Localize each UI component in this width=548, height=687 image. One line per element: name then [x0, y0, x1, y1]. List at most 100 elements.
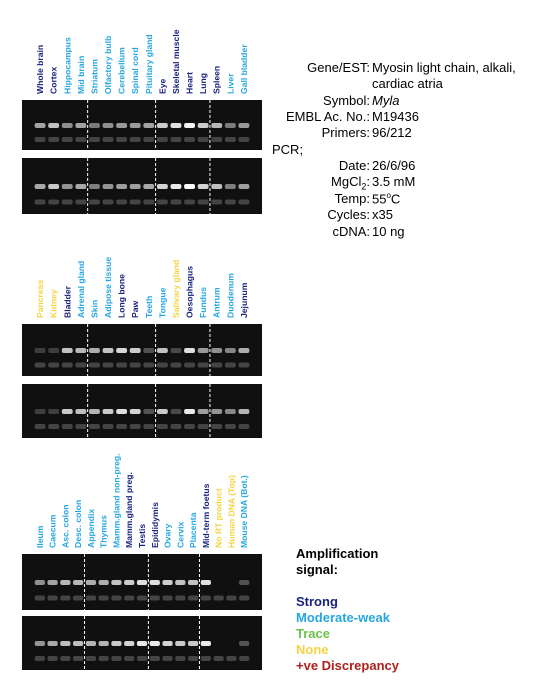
- symbol-value: Myla: [372, 93, 400, 108]
- lane-smear: [73, 655, 84, 661]
- legend-none: None: [296, 642, 329, 657]
- lane-band: [162, 580, 173, 585]
- lane-label: Placenta: [188, 512, 198, 548]
- lane-smear: [200, 655, 211, 661]
- lane-band: [224, 409, 236, 414]
- lane-band: [73, 641, 84, 646]
- lane-band: [73, 580, 84, 585]
- lane-smear: [89, 137, 100, 142]
- lane-smear: [47, 595, 58, 601]
- legend-strong: Strong: [296, 594, 338, 609]
- lane-band: [238, 409, 250, 414]
- lane-label: Spleen: [212, 66, 222, 94]
- date-value: 26/6/96: [372, 158, 416, 173]
- lane-smear: [129, 199, 141, 205]
- lane-smear: [156, 199, 168, 205]
- lane-smear: [47, 655, 58, 661]
- lane-smear: [143, 199, 155, 205]
- lane-label: Adipose tissue: [103, 257, 113, 318]
- lane-band: [239, 641, 250, 646]
- legend-moderate: Moderate-weak: [296, 610, 390, 625]
- temp-label: Temp:: [334, 191, 370, 206]
- lane-smear: [34, 595, 45, 601]
- lane-band: [124, 641, 135, 646]
- lane-band: [184, 348, 195, 353]
- lane-smear: [61, 199, 73, 205]
- lane-band: [129, 409, 141, 414]
- lane-band: [143, 348, 155, 353]
- lane-smear: [85, 655, 97, 661]
- lane-smear: [136, 655, 148, 661]
- lane-label: Jejunum: [239, 282, 249, 318]
- lane-label: Testis: [137, 524, 147, 548]
- embl-label: EMBL Ac. No.:: [285, 109, 370, 124]
- lane-label: Gall bladder: [239, 44, 249, 94]
- lane-smear: [129, 137, 141, 142]
- lane-band: [211, 184, 223, 189]
- lane-label: Asc. colon: [60, 505, 70, 548]
- lane-band: [34, 641, 45, 646]
- lane-band: [187, 580, 199, 585]
- lane-smear: [60, 655, 71, 661]
- lane-smear: [143, 137, 155, 142]
- lane-smear: [48, 423, 60, 429]
- mgcl-value: 3.5 mM: [372, 174, 416, 189]
- lane-smear: [211, 137, 223, 142]
- lane-band: [197, 184, 209, 189]
- lane-band: [102, 409, 114, 414]
- lane-band: [162, 641, 173, 646]
- lane-smear: [226, 655, 237, 661]
- lane-band: [200, 580, 211, 585]
- lane-label: Mid-term foetus: [201, 483, 211, 548]
- lane-band: [136, 580, 148, 585]
- lane-label: Eye: [157, 78, 167, 94]
- lane-label: Desc. colon: [73, 500, 83, 548]
- lane-band: [224, 348, 236, 353]
- lane-label: Long bone: [117, 274, 127, 318]
- lane-label: Mamm.gland preg.: [124, 472, 134, 548]
- lane-label: Olfactory bulb: [103, 36, 113, 94]
- lane-smear: [61, 362, 73, 368]
- lane-label: Cervix: [175, 522, 185, 548]
- lane-label: Lung: [198, 73, 208, 94]
- lane-smear: [184, 199, 195, 205]
- lane-smear: [187, 595, 199, 601]
- lane-band: [197, 123, 209, 128]
- lane-band: [184, 409, 195, 414]
- lane-label: Human DNA (Top): [226, 475, 236, 548]
- lane-band: [98, 641, 109, 646]
- lane-band: [61, 184, 73, 189]
- lane-band: [170, 184, 182, 189]
- lane-band: [239, 580, 250, 585]
- lane-band: [238, 184, 250, 189]
- symbol-label: Symbol:: [323, 93, 370, 108]
- lane-smear: [226, 595, 237, 601]
- lane-smear: [102, 423, 114, 429]
- lane-band: [48, 409, 60, 414]
- lane-smear: [213, 595, 224, 601]
- lane-smear: [73, 595, 84, 601]
- lane-band: [47, 641, 58, 646]
- lane-label: Teeth: [144, 296, 154, 318]
- lane-smear: [211, 199, 223, 205]
- lane-smear: [116, 199, 128, 205]
- legend-title-line1: Amplification: [296, 546, 379, 561]
- lane-label: Hippocampus: [62, 37, 72, 94]
- lane-band: [89, 184, 100, 189]
- lane-band: [102, 184, 114, 189]
- lane-label: Mouse DNA (Bot.): [239, 475, 249, 548]
- lane-smear: [34, 137, 46, 142]
- lane-label: Heart: [185, 72, 195, 94]
- lane-label: Tongue: [157, 287, 167, 318]
- lane-band: [102, 123, 114, 128]
- lane-smear: [48, 199, 60, 205]
- lane-smear: [61, 423, 73, 429]
- lane-band: [175, 580, 186, 585]
- lane-band: [75, 184, 87, 189]
- lane-label: Adrenal gland: [76, 261, 86, 318]
- lane-band: [175, 641, 186, 646]
- lane-band: [156, 409, 168, 414]
- lane-smear: [224, 423, 236, 429]
- date-label: Date:: [338, 158, 370, 173]
- lane-label: No RT product: [214, 488, 224, 548]
